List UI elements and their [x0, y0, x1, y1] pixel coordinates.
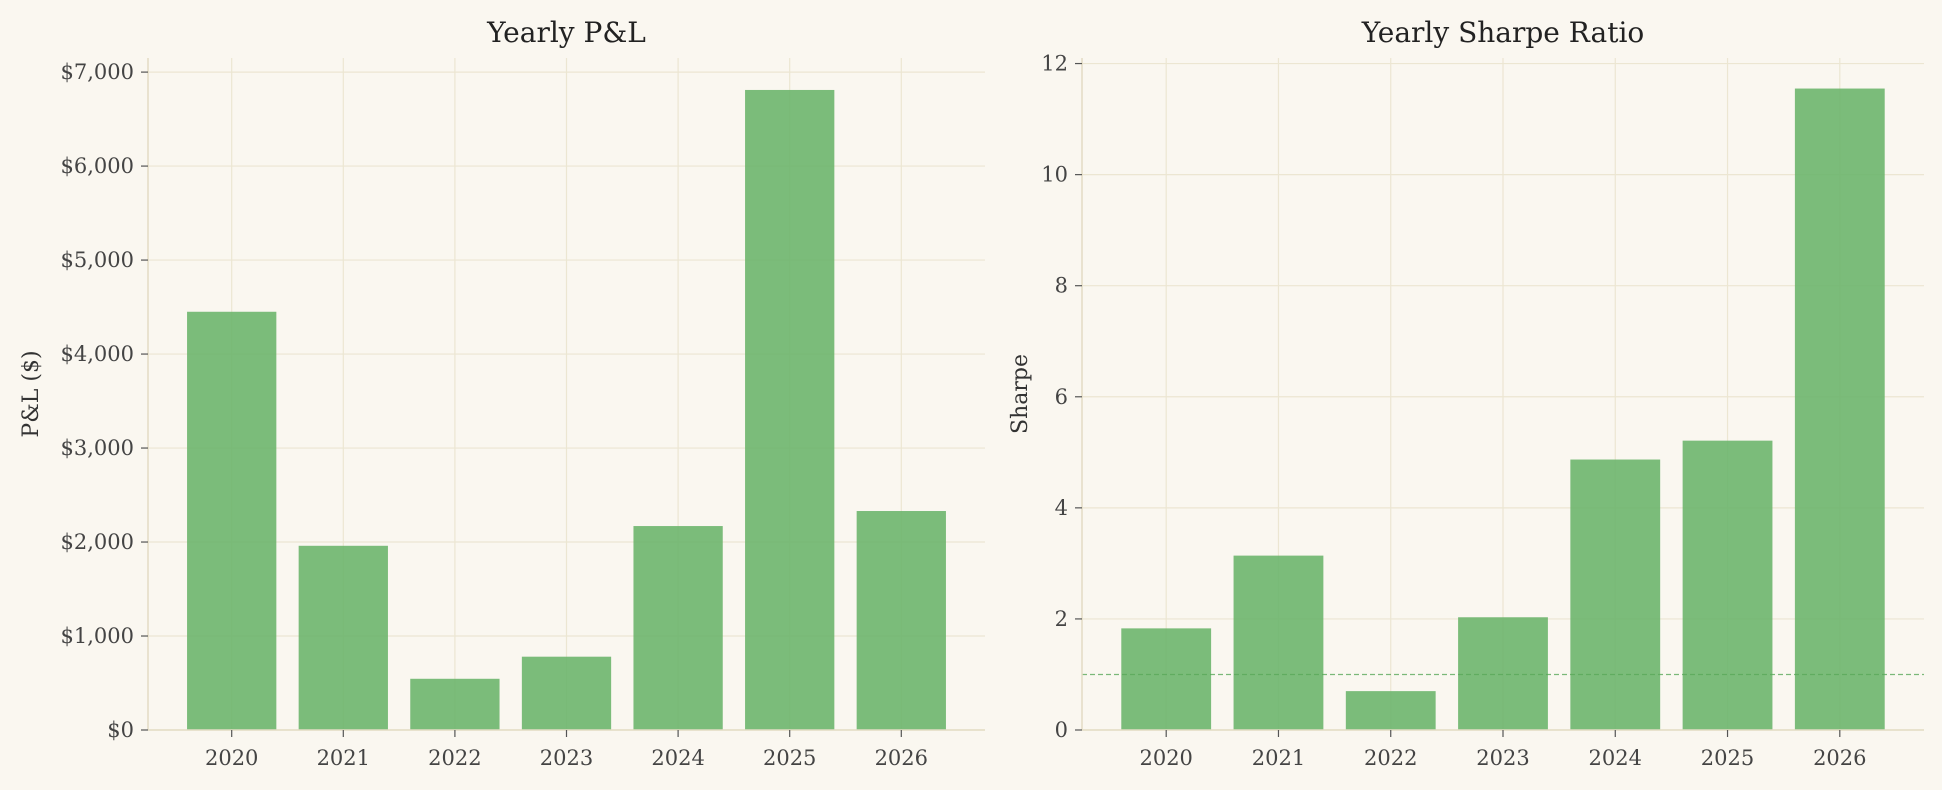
y-tick-label: 12 — [1041, 52, 1068, 76]
x-tick-label: 2021 — [1252, 746, 1305, 770]
y-tick-label: 0 — [1055, 718, 1068, 742]
x-tick-label: 2026 — [1813, 746, 1866, 770]
y-tick-label: 6 — [1055, 385, 1068, 409]
bar-2022 — [1345, 691, 1436, 730]
bar-2023 — [1458, 617, 1548, 730]
bar-2024 — [1570, 459, 1661, 730]
x-tick-label: 2026 — [875, 746, 928, 770]
x-tick-label: 2020 — [205, 746, 258, 770]
bar-2025 — [1682, 440, 1773, 730]
y-tick-label: $2,000 — [61, 530, 134, 554]
chart-title: Yearly Sharpe Ratio — [1361, 16, 1645, 49]
bar-2023 — [521, 656, 612, 730]
y-axis-label: Sharpe — [1008, 354, 1033, 434]
sharpe-chart: 0 2 4 6 8 10 12 2020 2021 2022 2023 2024 2025 2026 Yea… — [1008, 16, 1924, 770]
bar-2024 — [633, 526, 723, 730]
y-tick-label: 8 — [1055, 274, 1068, 298]
y-tick-label: 10 — [1041, 163, 1068, 187]
chart-title: Yearly P&L — [486, 16, 646, 49]
x-tick-label: 2024 — [1589, 746, 1642, 770]
y-tick-label: 2 — [1055, 607, 1068, 631]
bar-2025 — [745, 89, 835, 730]
x-tick-label: 2022 — [428, 746, 481, 770]
bar-2020 — [187, 311, 277, 730]
bar-2021 — [1233, 555, 1324, 730]
y-tick-label: $7,000 — [61, 60, 134, 84]
y-axis-label: P&L ($) — [19, 350, 44, 437]
x-tick-label: 2020 — [1139, 746, 1192, 770]
y-tick-label: $6,000 — [61, 154, 134, 178]
bar-2026 — [1794, 88, 1885, 730]
bar-2022 — [410, 678, 500, 730]
bar-2026 — [856, 511, 946, 730]
x-tick-label: 2023 — [1476, 746, 1529, 770]
x-tick-label: 2024 — [651, 746, 704, 770]
x-tick-label: 2023 — [540, 746, 593, 770]
x-tick-label: 2025 — [1701, 746, 1754, 770]
y-tick-label: $5,000 — [61, 248, 134, 272]
y-tick-label: $0 — [107, 718, 134, 742]
bar-2021 — [298, 545, 388, 730]
x-tick-label: 2025 — [763, 746, 816, 770]
x-tick-label: 2022 — [1364, 746, 1417, 770]
bar-2020 — [1121, 628, 1212, 730]
y-tick-label: $1,000 — [61, 624, 134, 648]
y-tick-label: $3,000 — [61, 436, 134, 460]
y-tick-label: 4 — [1055, 496, 1068, 520]
y-tick-label: $4,000 — [61, 342, 134, 366]
x-tick-label: 2021 — [317, 746, 370, 770]
pnl-chart: $0 $1,000 $2,000 $3,000 $4,000 $5,000 $6,000 $7… — [19, 16, 985, 770]
